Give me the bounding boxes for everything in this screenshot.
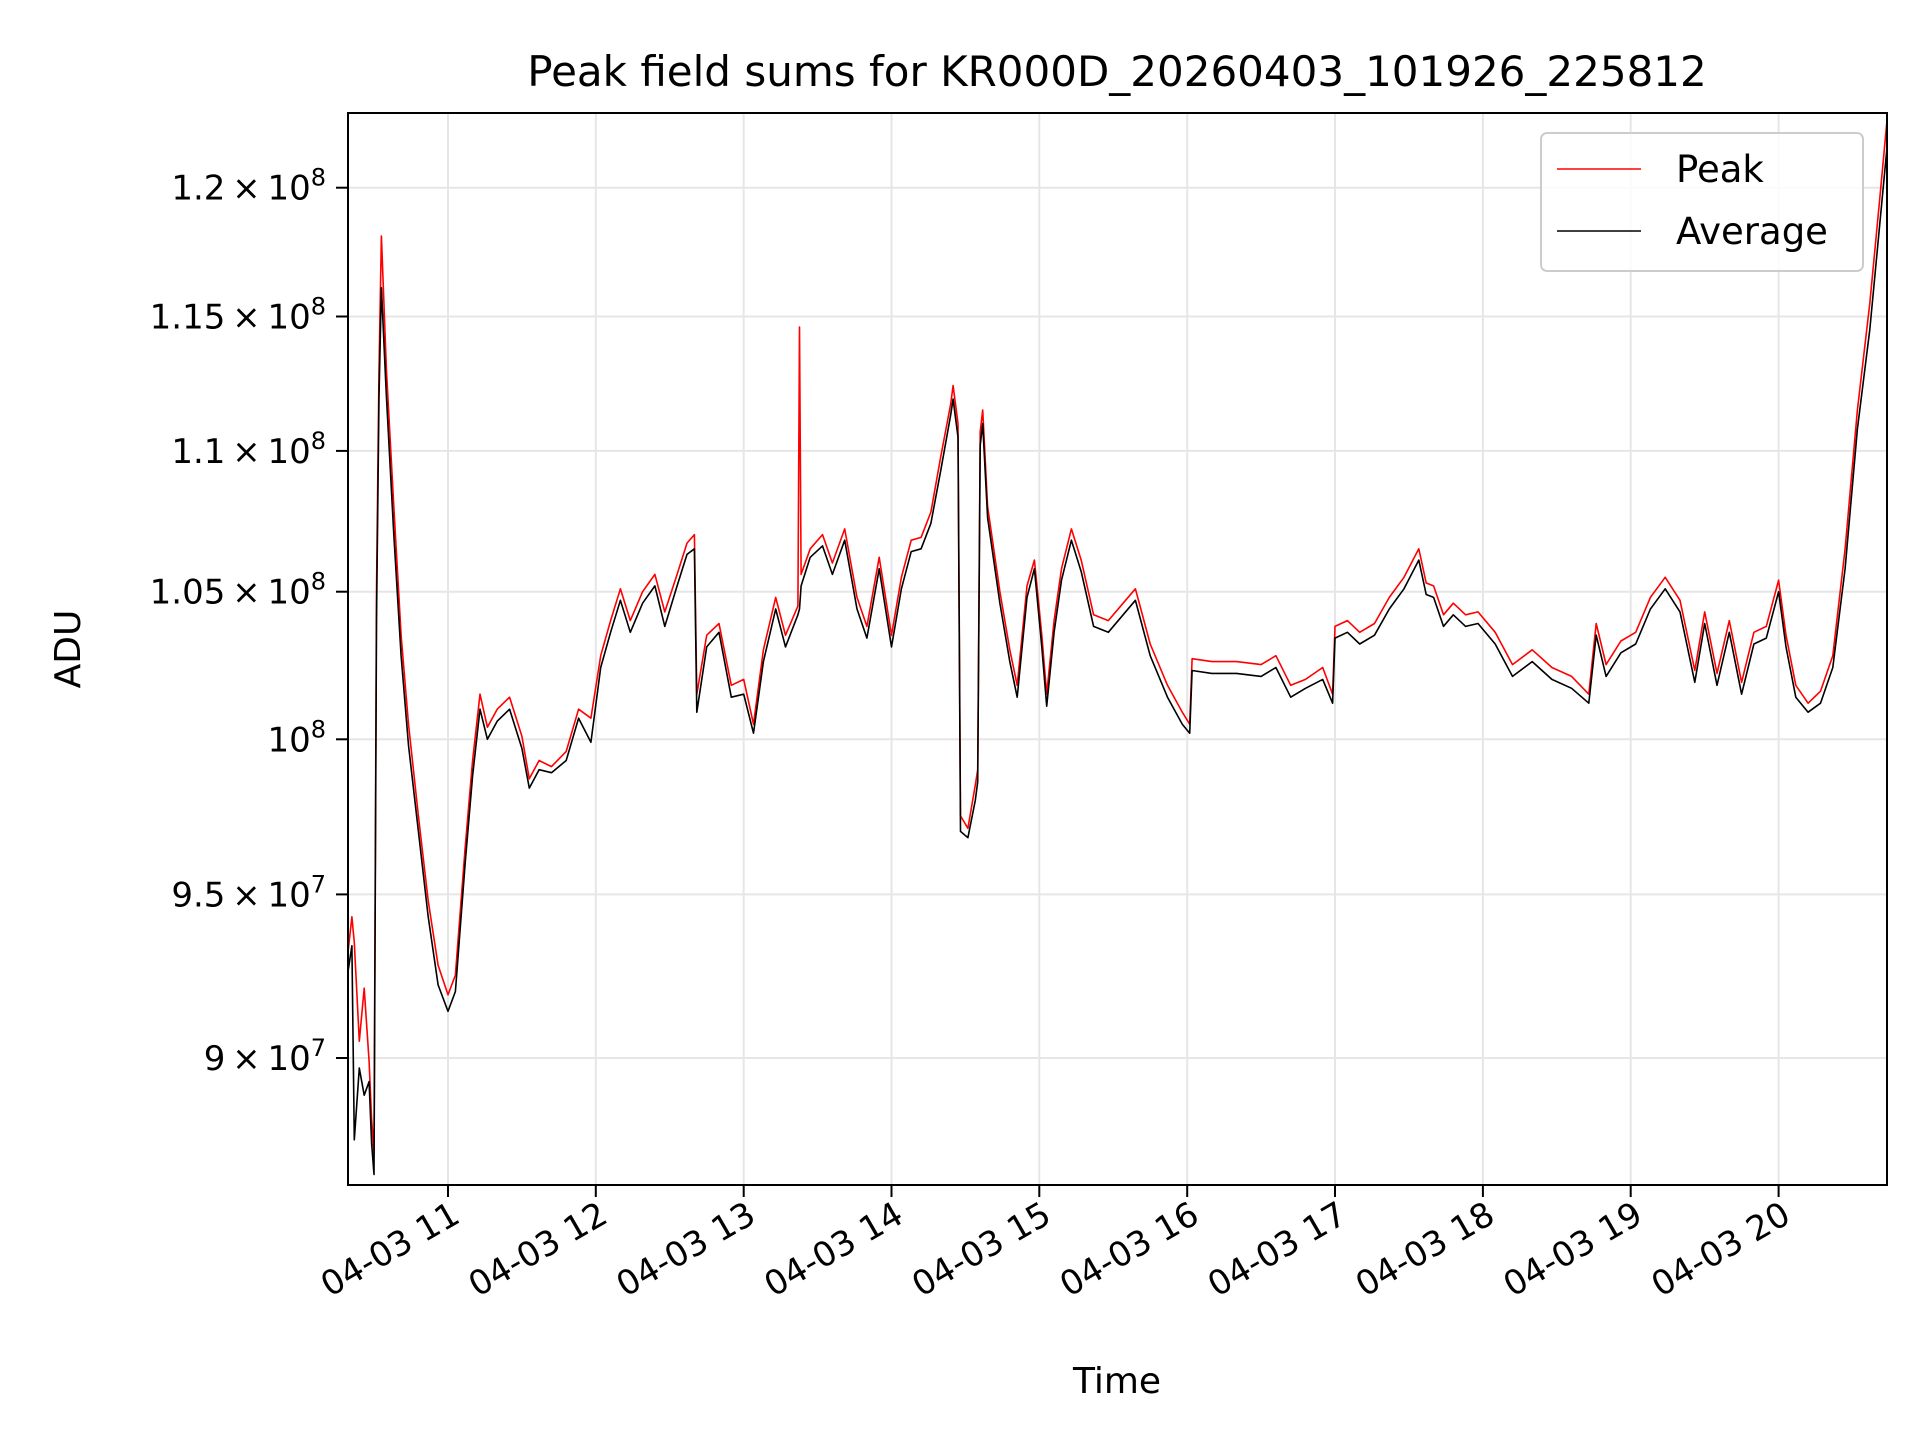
y-tick-label: 1.1 × 108 (171, 427, 326, 472)
y-tick-label: 1.05 × 108 (150, 568, 326, 613)
chart-title: Peak field sums for KR000D_20260403_1019… (527, 47, 1706, 96)
y-tick-label: 1.2 × 108 (171, 164, 326, 209)
plot-frame (347, 112, 1888, 1186)
y-tick-label: 9.5 × 107 (171, 870, 326, 915)
y-tick-label: 1.15 × 108 (150, 293, 326, 338)
legend-label-peak: Peak (1676, 148, 1764, 191)
y-tick-label: 108 (267, 715, 326, 760)
y-axis-ticks: 9 × 107 9.5 × 107 108 1.05 × 108 1.1 × 108 1.… (150, 164, 348, 1079)
y-axis-label: ADU (48, 610, 89, 689)
series-layer (348, 120, 1887, 1176)
x-axis-label: Time (1072, 1361, 1161, 1402)
legend-box (1540, 132, 1864, 272)
legend-label-average: Average (1676, 210, 1828, 253)
grid (348, 113, 1887, 1185)
legend: Peak Average (1540, 132, 1864, 272)
series-line-average (348, 147, 1887, 1176)
y-tick-label: 9 × 107 (204, 1034, 326, 1079)
